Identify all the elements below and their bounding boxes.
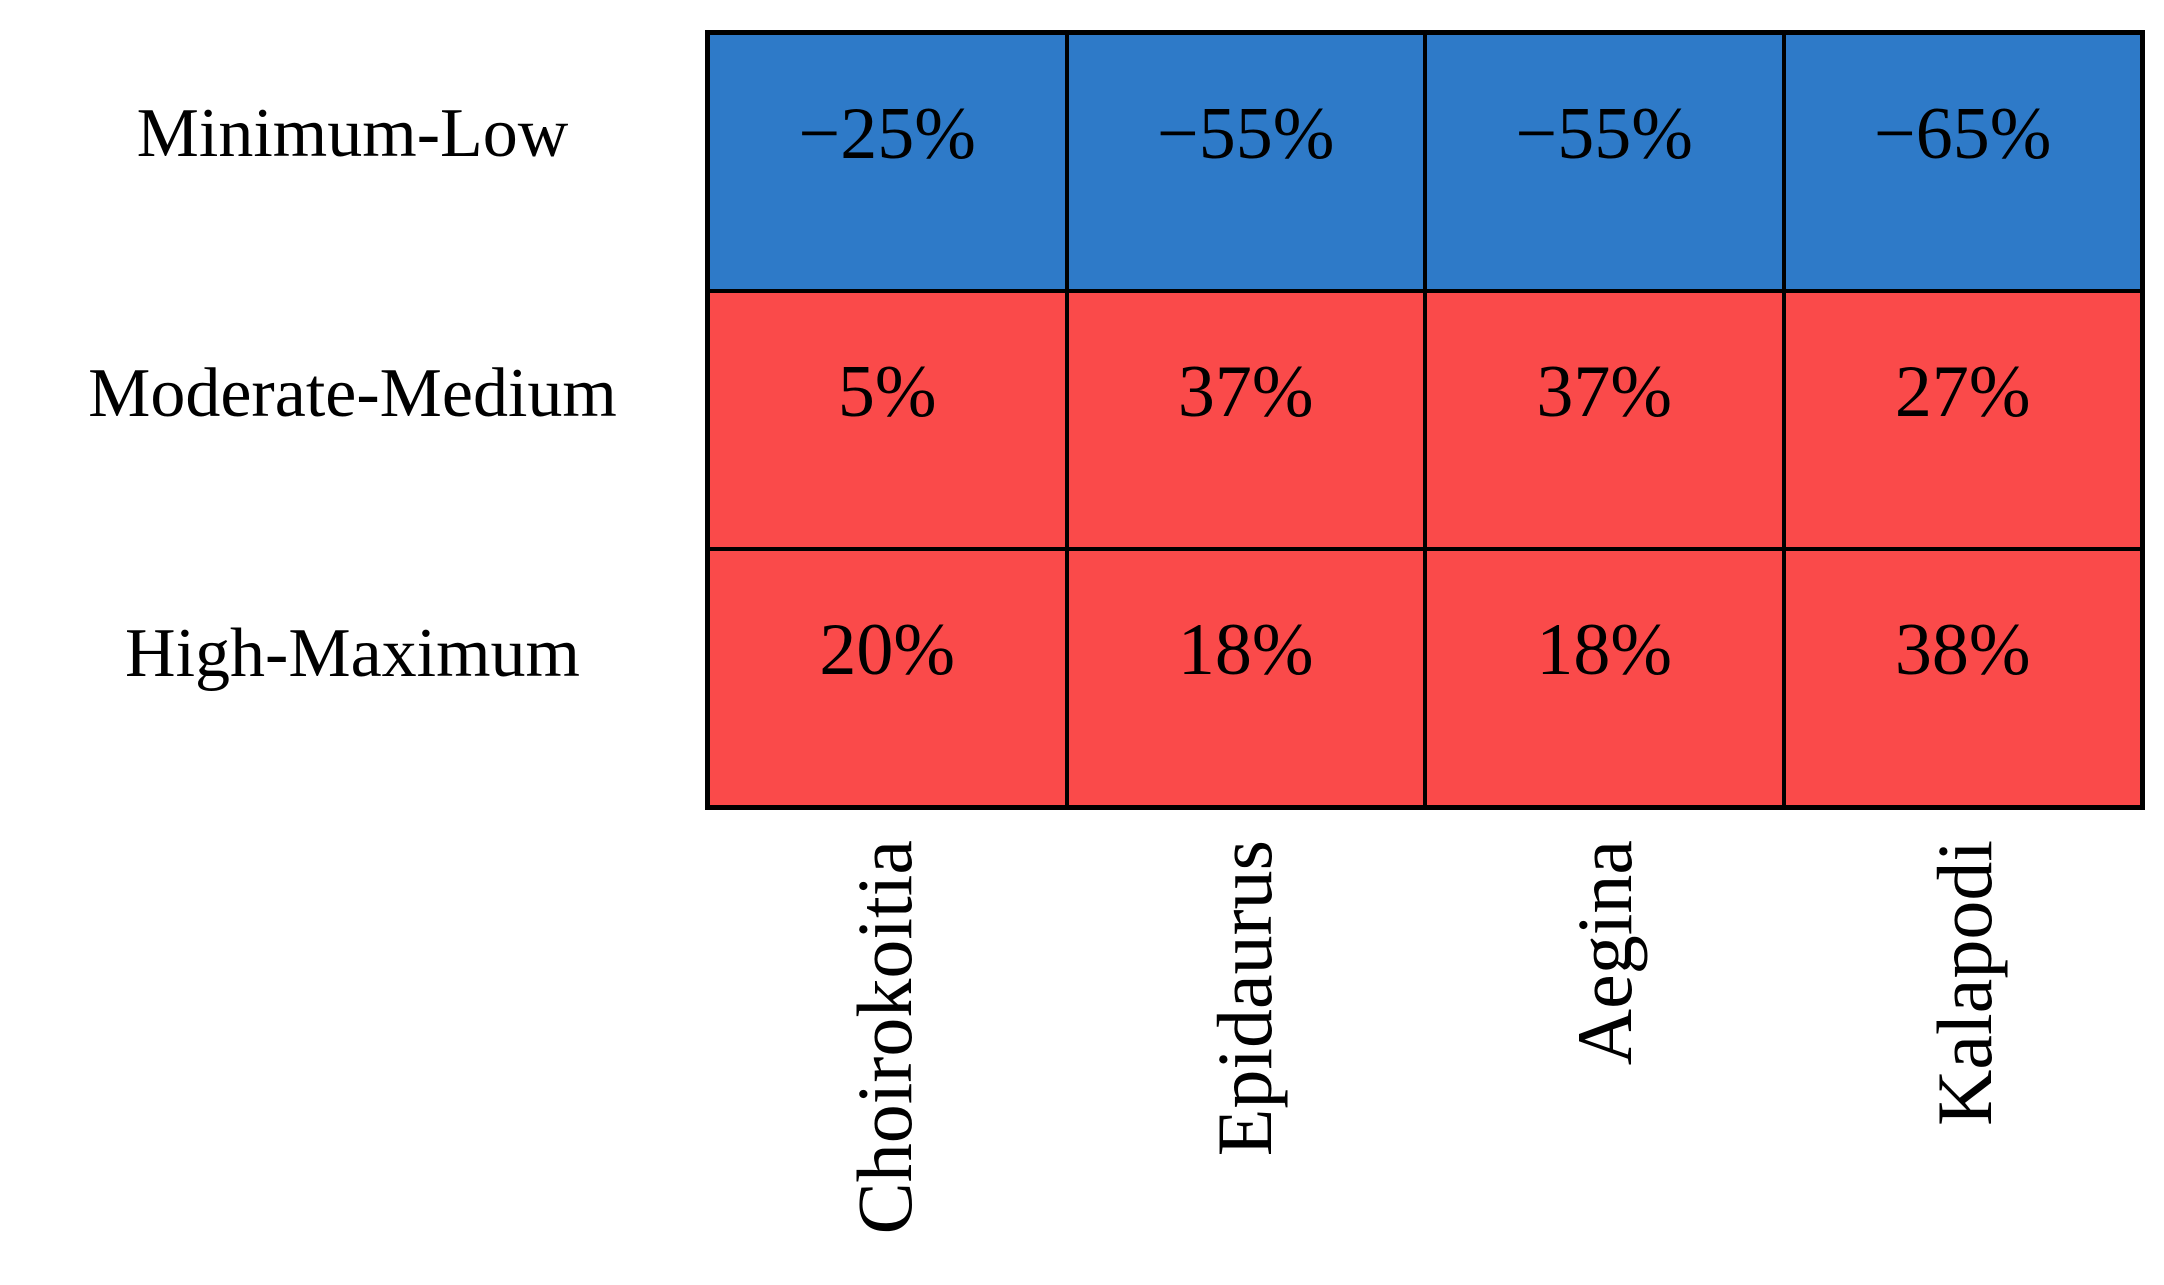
row-label-moderate-medium: Moderate-Medium	[88, 355, 617, 432]
cell-value: −55%	[1515, 93, 1693, 175]
cell-value: −55%	[1157, 93, 1335, 175]
column-label-kalapodi: Kalapodi	[1921, 840, 2008, 1126]
cell-value: 5%	[837, 351, 937, 433]
cell-value: 27%	[1894, 351, 2031, 433]
heatmap-cell: −55%	[1068, 35, 1423, 289]
heatmap-cell: 27%	[1785, 293, 2140, 547]
cell-value: −25%	[798, 93, 976, 175]
heatmap-cell: −25%	[710, 35, 1065, 289]
heatmap-cell: 37%	[1427, 293, 1782, 547]
heatmap-cell: −65%	[1785, 35, 2140, 289]
heatmap-cell: 20%	[710, 551, 1065, 805]
heatmap-cell: 18%	[1068, 551, 1423, 805]
row-label-high-maximum: High-Maximum	[125, 615, 580, 692]
heatmap-cell: 5%	[710, 293, 1065, 547]
heatmap-cell: 37%	[1068, 293, 1423, 547]
cell-value: 18%	[1536, 609, 1673, 691]
cell-value: 37%	[1177, 351, 1314, 433]
column-label-epidaurus: Epidaurus	[1201, 840, 1288, 1157]
heatmap-cell: 38%	[1785, 551, 2140, 805]
cell-value: −65%	[1874, 93, 2052, 175]
row-label-minimum-low: Minimum-Low	[136, 95, 569, 172]
column-label-choirokoitia: Choirokoitia	[841, 840, 928, 1235]
heatmap-grid: −25% −55% −55% −65% 5% 37% 37% 27% 20% 1…	[705, 30, 2145, 810]
heatmap-cell: −55%	[1427, 35, 1782, 289]
cell-value: 20%	[819, 609, 956, 691]
cell-value: 38%	[1894, 609, 2031, 691]
heatmap-cell: 18%	[1427, 551, 1782, 805]
cell-value: 37%	[1536, 351, 1673, 433]
column-label-aegina: Aegina	[1561, 840, 1648, 1066]
cell-value: 18%	[1177, 609, 1314, 691]
